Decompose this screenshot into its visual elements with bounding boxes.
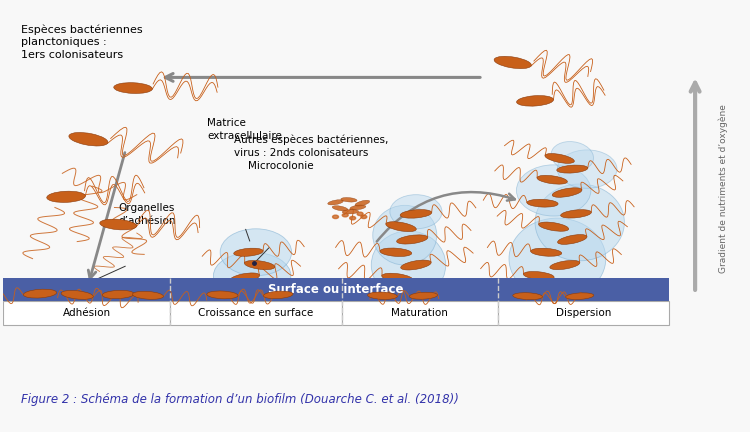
- Ellipse shape: [397, 235, 427, 244]
- Ellipse shape: [538, 222, 568, 231]
- Ellipse shape: [355, 200, 370, 206]
- Text: Maturation: Maturation: [392, 308, 448, 318]
- Ellipse shape: [207, 291, 238, 299]
- Ellipse shape: [517, 165, 591, 216]
- Ellipse shape: [342, 210, 358, 214]
- Circle shape: [350, 216, 355, 220]
- Ellipse shape: [328, 200, 344, 205]
- Ellipse shape: [390, 195, 442, 229]
- Ellipse shape: [23, 289, 56, 298]
- Text: Matrice
extracellulaire: Matrice extracellulaire: [208, 118, 282, 141]
- Ellipse shape: [517, 95, 554, 106]
- Text: Croissance en surface: Croissance en surface: [198, 308, 314, 318]
- Ellipse shape: [561, 210, 591, 218]
- Text: Gradient de nutriments et d’oxygène: Gradient de nutriments et d’oxygène: [718, 104, 728, 273]
- Ellipse shape: [371, 231, 446, 299]
- Circle shape: [342, 213, 348, 217]
- Bar: [3, 301, 170, 325]
- Ellipse shape: [69, 133, 108, 146]
- Ellipse shape: [340, 197, 357, 202]
- Ellipse shape: [400, 210, 432, 218]
- Ellipse shape: [557, 235, 587, 245]
- Ellipse shape: [386, 222, 416, 232]
- Ellipse shape: [531, 248, 562, 256]
- Ellipse shape: [550, 260, 580, 270]
- Text: Microcolonie: Microcolonie: [248, 161, 314, 171]
- Ellipse shape: [524, 271, 554, 280]
- Ellipse shape: [214, 252, 291, 299]
- Ellipse shape: [102, 290, 134, 299]
- Ellipse shape: [545, 153, 574, 163]
- Ellipse shape: [368, 292, 398, 299]
- Ellipse shape: [556, 165, 588, 173]
- Ellipse shape: [537, 175, 568, 184]
- Text: Figure 2 : Schéma de la formation d’un biofilm (Douarche C. et al. (2018)): Figure 2 : Schéma de la formation d’un b…: [22, 393, 459, 406]
- Text: Espèces bactériennes
planctoniques :
1ers colonisateurs: Espèces bactériennes planctoniques : 1er…: [22, 24, 143, 60]
- Ellipse shape: [509, 218, 606, 299]
- Ellipse shape: [46, 191, 86, 203]
- Ellipse shape: [535, 184, 625, 261]
- Ellipse shape: [100, 219, 136, 230]
- Ellipse shape: [114, 83, 152, 93]
- Ellipse shape: [234, 248, 263, 256]
- Text: Adhésion: Adhésion: [62, 308, 110, 318]
- Circle shape: [361, 215, 367, 219]
- Ellipse shape: [557, 150, 617, 188]
- Ellipse shape: [382, 273, 413, 283]
- Bar: [170, 301, 341, 325]
- Ellipse shape: [552, 188, 582, 197]
- Ellipse shape: [133, 291, 164, 299]
- Ellipse shape: [350, 205, 366, 210]
- Ellipse shape: [62, 290, 93, 299]
- Text: Dispersion: Dispersion: [556, 308, 611, 318]
- Ellipse shape: [244, 260, 274, 270]
- Ellipse shape: [230, 273, 260, 283]
- Circle shape: [357, 212, 363, 216]
- Text: Surface ou interface: Surface ou interface: [268, 283, 404, 296]
- Text: Autres espèces bactériennes,
virus : 2nds colonisateurs: Autres espèces bactériennes, virus : 2nd…: [233, 135, 388, 158]
- Text: Organelles
d’adhésion: Organelles d’adhésion: [118, 203, 176, 226]
- Ellipse shape: [400, 260, 431, 270]
- Ellipse shape: [220, 229, 292, 276]
- Ellipse shape: [263, 291, 293, 299]
- Ellipse shape: [494, 56, 531, 69]
- Ellipse shape: [551, 142, 593, 171]
- Ellipse shape: [332, 206, 348, 211]
- Bar: [498, 301, 669, 325]
- Ellipse shape: [513, 293, 542, 300]
- Ellipse shape: [527, 199, 558, 207]
- Ellipse shape: [410, 292, 437, 299]
- Bar: [3, 278, 669, 301]
- Ellipse shape: [566, 293, 594, 299]
- Bar: [341, 301, 498, 325]
- Ellipse shape: [373, 205, 436, 265]
- Ellipse shape: [380, 248, 412, 257]
- Circle shape: [332, 215, 338, 219]
